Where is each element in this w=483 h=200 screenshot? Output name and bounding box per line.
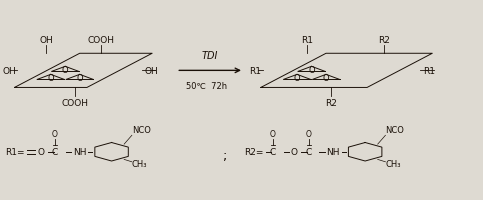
Text: R2: R2 [378,36,390,45]
Text: NCO: NCO [132,125,151,134]
Text: R1: R1 [249,67,261,75]
Text: O: O [294,73,300,82]
Text: O: O [62,65,69,74]
Text: ;: ; [222,150,227,162]
Text: OH: OH [2,67,16,75]
Text: R1: R1 [423,67,435,75]
Text: OH: OH [145,67,158,75]
Text: O: O [52,130,58,138]
Text: COOH: COOH [88,36,115,45]
Text: O: O [308,65,315,74]
Text: CH₃: CH₃ [132,160,147,168]
Text: OH: OH [39,36,53,45]
Text: TDI: TDI [202,51,218,61]
Text: R2: R2 [325,99,337,108]
Text: 50℃  72h: 50℃ 72h [186,82,227,91]
Text: O: O [76,73,83,82]
Text: O: O [291,148,298,156]
Text: R1=: R1= [5,148,24,156]
Text: O: O [37,148,44,156]
Text: NH: NH [73,148,86,156]
Text: CH₃: CH₃ [385,160,401,168]
Text: O: O [306,130,312,138]
Text: C: C [52,148,58,156]
Text: O: O [323,73,329,82]
Text: R1: R1 [301,36,313,45]
Text: COOH: COOH [61,99,88,108]
Text: C: C [306,148,312,156]
Text: NH: NH [327,148,340,156]
Text: C: C [270,148,276,156]
Text: O: O [270,130,276,138]
Text: NCO: NCO [385,125,404,134]
Text: O: O [47,73,54,82]
Text: R2=: R2= [244,148,263,156]
